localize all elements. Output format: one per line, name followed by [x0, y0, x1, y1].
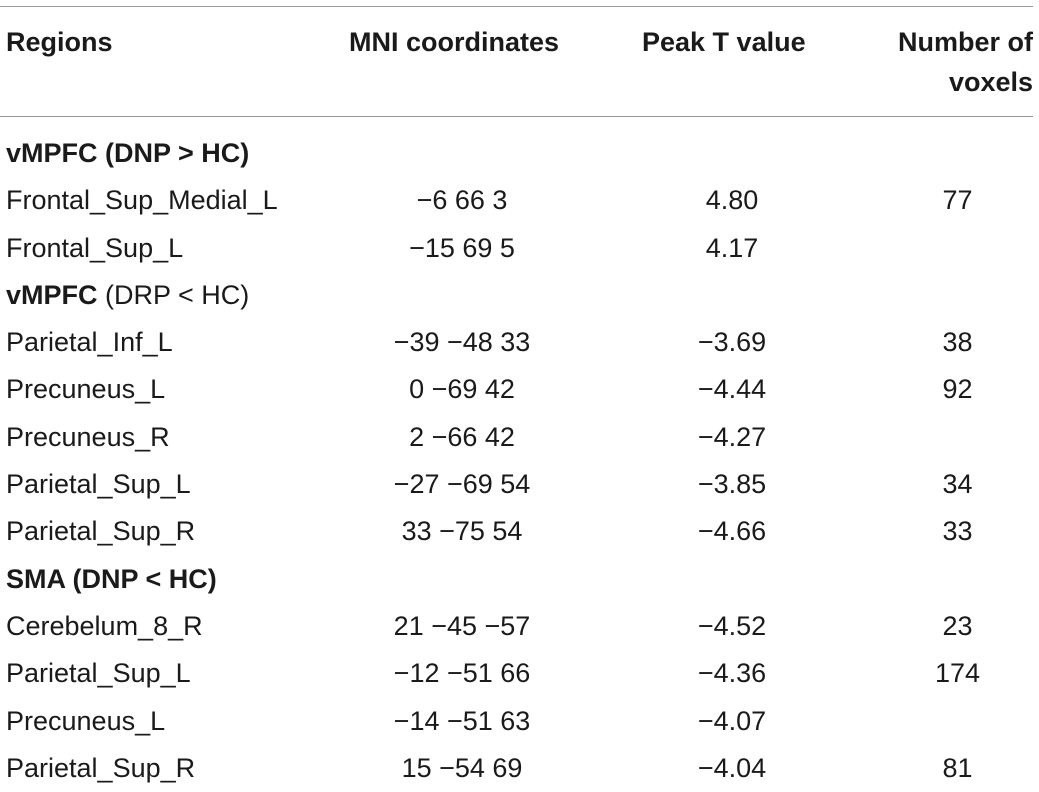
table-body: vMPFC (DNP > HC) Frontal_Sup_Medial_L −6 6… [0, 130, 1039, 792]
mni-cell: −39 −48 33 [393, 327, 531, 358]
group-header-row: SMA (DNP < HC) [0, 556, 1039, 603]
header-voxels-line2: voxels [948, 67, 1033, 97]
group-label: vMPFC (DNP > HC) [6, 138, 250, 168]
table-top-rule [0, 6, 1033, 7]
voxels-cell: 81 [942, 752, 973, 783]
table-row: Parietal_Sup_R 15 −54 69 −4.04 81 [0, 745, 1039, 792]
mni-cell: 15 −54 69 [401, 752, 523, 783]
mni-cell: −14 −51 63 [393, 705, 531, 736]
region-cell: Frontal_Sup_Medial_L [6, 185, 278, 216]
region-cell: Parietal_Sup_R [6, 516, 196, 547]
peak-t-cell: −3.69 [697, 327, 767, 358]
peak-t-cell: −3.85 [697, 469, 767, 500]
table-row: Parietal_Sup_L −27 −69 54 −3.85 34 [0, 461, 1039, 508]
mni-cell: −6 66 3 [416, 185, 508, 216]
mni-cell: −15 69 5 [409, 232, 515, 263]
header-number-of-voxels: Number of voxels [878, 22, 1033, 102]
voxels-cell: 174 [934, 658, 981, 689]
peak-t-cell: 4.17 [705, 232, 759, 263]
peak-t-cell: 4.80 [705, 185, 759, 216]
peak-t-cell: −4.04 [697, 752, 767, 783]
region-cell: Parietal_Sup_L [6, 658, 191, 689]
table-row: Parietal_Sup_R 33 −75 54 −4.66 33 [0, 508, 1039, 555]
region-cell: Parietal_Inf_L [6, 327, 173, 358]
voxels-cell: 23 [942, 610, 973, 641]
voxels-cell: 38 [942, 327, 973, 358]
table-row: Precuneus_R 2 −66 42 −4.27 [0, 414, 1039, 461]
peak-t-cell: −4.27 [697, 421, 767, 452]
peak-t-cell: −4.44 [697, 374, 767, 405]
table-row: Precuneus_L −14 −51 63 −4.07 [0, 698, 1039, 745]
peak-t-cell: −4.07 [697, 705, 767, 736]
group-label: vMPFC (DRP < HC) [6, 272, 249, 319]
table-row: Precuneus_L 0 −69 42 −4.44 92 [0, 366, 1039, 413]
mni-cell: −12 −51 66 [393, 658, 531, 689]
table-row: Cerebelum_8_R 21 −45 −57 −4.52 23 [0, 603, 1039, 650]
mni-cell: 2 −66 42 [409, 421, 515, 452]
header-bottom-rule [0, 116, 1033, 117]
table-row: Frontal_Sup_L −15 69 5 4.17 [0, 225, 1039, 272]
region-cell: Parietal_Sup_L [6, 469, 191, 500]
peak-t-cell: −4.52 [697, 610, 767, 641]
mni-cell: 33 −75 54 [401, 516, 523, 547]
region-cell: Cerebelum_8_R [6, 610, 203, 641]
group-label-bold: vMPFC [6, 279, 98, 310]
voxels-cell: 92 [942, 374, 973, 405]
group-label-plain: (DRP < HC) [97, 279, 250, 310]
table-row: Parietal_Sup_L −12 −51 66 −4.36 174 [0, 650, 1039, 697]
mni-cell: 21 −45 −57 [393, 610, 531, 641]
voxels-cell: 34 [942, 469, 973, 500]
peak-t-cell: −4.36 [697, 658, 767, 689]
region-cell: Precuneus_L [6, 374, 166, 405]
mni-cell: −27 −69 54 [393, 469, 531, 500]
header-voxels-line1: Number of [898, 27, 1033, 57]
group-header-row: vMPFC (DNP > HC) [0, 130, 1039, 177]
voxels-cell: 33 [942, 516, 973, 547]
group-label: SMA (DNP < HC) [6, 563, 217, 594]
header-peak-t-value: Peak T value [642, 27, 806, 57]
mni-cell: 0 −69 42 [409, 374, 515, 405]
region-cell: Precuneus_R [6, 421, 170, 452]
region-cell: Parietal_Sup_R [6, 752, 196, 783]
header-regions: Regions [6, 27, 113, 57]
header-mni-coordinates: MNI coordinates [349, 27, 560, 57]
region-cell: Precuneus_L [6, 705, 166, 736]
table-row: Frontal_Sup_Medial_L −6 66 3 4.80 77 [0, 177, 1039, 224]
group-header-row: vMPFC (DRP < HC) [0, 272, 1039, 319]
voxels-cell: 77 [942, 185, 973, 216]
region-cell: Frontal_Sup_L [6, 232, 184, 263]
table-row: Parietal_Inf_L −39 −48 33 −3.69 38 [0, 319, 1039, 366]
peak-t-cell: −4.66 [697, 516, 767, 547]
